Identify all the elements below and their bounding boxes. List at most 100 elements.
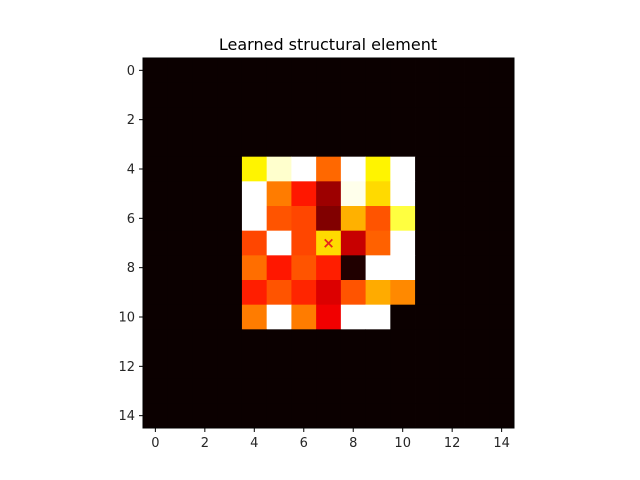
- x-tick-label: 10: [394, 436, 411, 451]
- heatmap-cell: [192, 181, 217, 206]
- x-axis: 0 2 4 6 8 10 12 14: [151, 428, 510, 451]
- heatmap-cell: [192, 354, 217, 379]
- heatmap-cell: [366, 354, 391, 379]
- heatmap-cell: [390, 157, 415, 182]
- heatmap-cell: [366, 305, 391, 330]
- heatmap-cell: [143, 280, 168, 305]
- heatmap-cell: [242, 280, 267, 305]
- heatmap-cell: [143, 206, 168, 231]
- heatmap-cell: [415, 255, 440, 280]
- heatmap-cell: [217, 403, 242, 428]
- heatmap-cell: [390, 403, 415, 428]
- heatmap-cell: [341, 58, 366, 83]
- heatmap-cell: [291, 181, 316, 206]
- heatmap-cell: [168, 280, 193, 305]
- heatmap-cell: [291, 305, 316, 330]
- heatmap-cell: [267, 83, 292, 108]
- heatmap-cell: [465, 58, 490, 83]
- heatmap-cell: [291, 403, 316, 428]
- x-tick-label: 2: [201, 436, 209, 451]
- heatmap-cell: [489, 83, 514, 108]
- heatmap-cell: [489, 231, 514, 256]
- heatmap-cell: [415, 305, 440, 330]
- heatmap-cell: [168, 132, 193, 157]
- heatmap-cell: [267, 255, 292, 280]
- heatmap-cell: [465, 83, 490, 108]
- heatmap-cell: [316, 280, 341, 305]
- heatmap-cell: [242, 231, 267, 256]
- heatmap-cell: [143, 58, 168, 83]
- heatmap-cell: [341, 403, 366, 428]
- heatmap-cell: [465, 280, 490, 305]
- heatmap-cell: [440, 403, 465, 428]
- heatmap-cell: [168, 58, 193, 83]
- heatmap-cell: [316, 305, 341, 330]
- heatmap-cell: [366, 403, 391, 428]
- heatmap-cell: [242, 107, 267, 132]
- heatmap-cell: [267, 231, 292, 256]
- heatmap-cell: [316, 206, 341, 231]
- heatmap-cell: [217, 231, 242, 256]
- heatmap-cell: [143, 403, 168, 428]
- y-tick-label: 14: [118, 409, 135, 424]
- heatmap-cell: [366, 255, 391, 280]
- heatmap-cell: [489, 280, 514, 305]
- heatmap-cell: [366, 231, 391, 256]
- heatmap-cell: [291, 157, 316, 182]
- heatmap-cell: [465, 181, 490, 206]
- heatmap-cell: [440, 280, 465, 305]
- heatmap-cell: [242, 255, 267, 280]
- heatmap-cell: [489, 157, 514, 182]
- heatmap-cell: [168, 157, 193, 182]
- heatmap-cell: [390, 280, 415, 305]
- heatmap-cell: [291, 206, 316, 231]
- heatmap-cell: [390, 107, 415, 132]
- heatmap-cell: [217, 305, 242, 330]
- x-tick-label: 4: [250, 436, 258, 451]
- y-tick-label: 0: [127, 64, 135, 79]
- heatmap-cell: [168, 354, 193, 379]
- heatmap-cell: [390, 58, 415, 83]
- heatmap-cell: [316, 107, 341, 132]
- x-tick-label: 14: [493, 436, 510, 451]
- heatmap-cell: [168, 403, 193, 428]
- heatmap-cell: [143, 83, 168, 108]
- heatmap-cell: [440, 379, 465, 404]
- heatmap-cell: [390, 255, 415, 280]
- heatmap-cell: [267, 107, 292, 132]
- heatmap-cell: [366, 280, 391, 305]
- heatmap-cell: [341, 181, 366, 206]
- heatmap-cell: [316, 379, 341, 404]
- heatmap-cell: [440, 329, 465, 354]
- heatmap-cell: [168, 379, 193, 404]
- heatmap-cell: [440, 255, 465, 280]
- heatmap-cell: [192, 305, 217, 330]
- x-tick-label: 8: [349, 436, 357, 451]
- y-tick-label: 10: [118, 311, 135, 326]
- heatmap-cell: [465, 231, 490, 256]
- heatmap-cell: [291, 107, 316, 132]
- heatmap-cell: [168, 107, 193, 132]
- heatmap-cell: [267, 157, 292, 182]
- heatmap-cell: [316, 132, 341, 157]
- heatmap-cell: [440, 305, 465, 330]
- heatmap-cell: [366, 206, 391, 231]
- heatmap-cell: [217, 280, 242, 305]
- heatmap-cell: [192, 132, 217, 157]
- heatmap-cell: [316, 157, 341, 182]
- heatmap-cell: [242, 181, 267, 206]
- heatmap-cell: [217, 83, 242, 108]
- heatmap-cell: [192, 58, 217, 83]
- heatmap-cell: [440, 354, 465, 379]
- x-tick-label: 0: [151, 436, 159, 451]
- x-tick-label: 6: [300, 436, 308, 451]
- heatmap-cell: [316, 354, 341, 379]
- heatmap-cell: [242, 379, 267, 404]
- heatmap-cell: [341, 157, 366, 182]
- heatmap-cell: [242, 132, 267, 157]
- heatmap-cell: [143, 354, 168, 379]
- heatmap-cell: [217, 329, 242, 354]
- heatmap-cell: [192, 329, 217, 354]
- heatmap-cell: [192, 379, 217, 404]
- heatmap-cell: [440, 58, 465, 83]
